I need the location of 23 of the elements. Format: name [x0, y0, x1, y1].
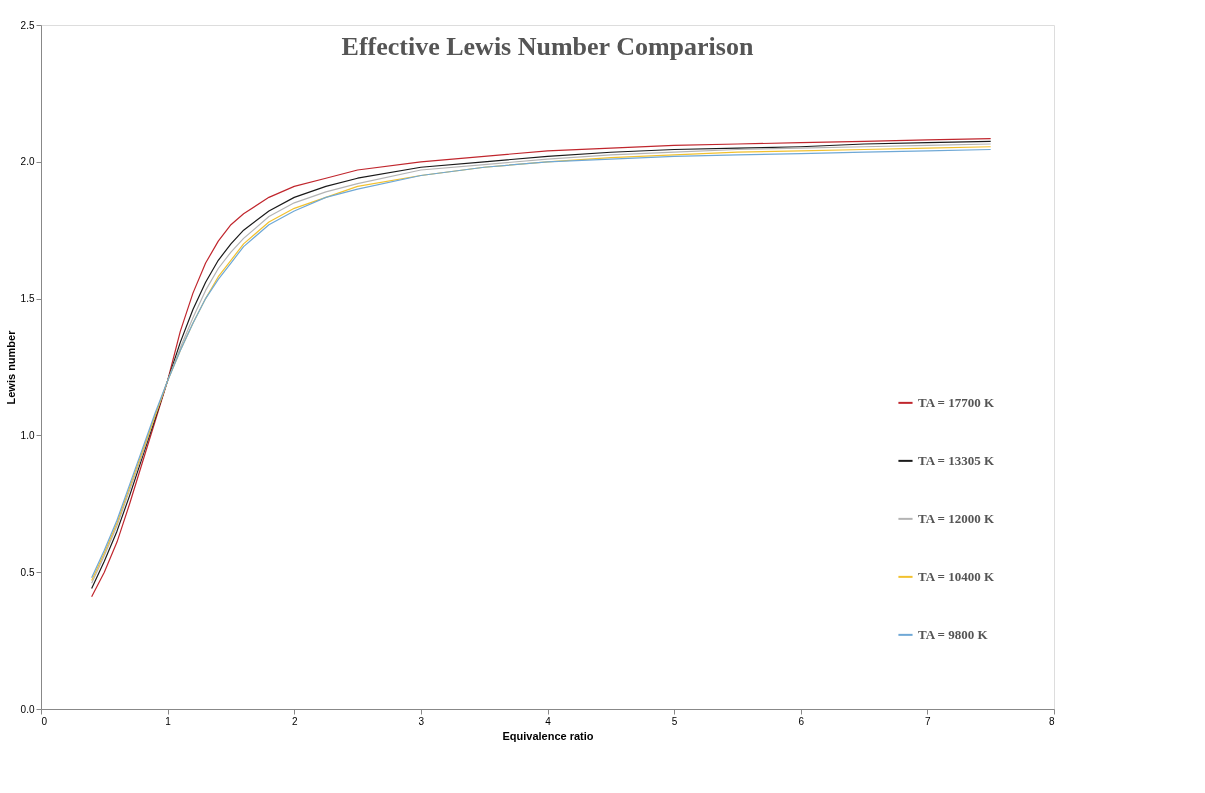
- x-tick-label: 4: [545, 715, 552, 727]
- legend-label: TA = 10400 K: [917, 568, 996, 584]
- x-tick-label: 3: [418, 715, 425, 727]
- legend-label: TA = 13305 K: [917, 452, 996, 468]
- x-tick-label: 5: [671, 715, 678, 727]
- x-tick-label: 0: [41, 715, 48, 727]
- y-tick-label: 1.5: [20, 293, 35, 305]
- x-tick-label: 8: [1048, 715, 1055, 727]
- x-tick-label: 1: [165, 715, 172, 727]
- y-axis-title: Lewis number: [4, 329, 17, 405]
- chart-title: Effective Lewis Number Comparison: [341, 32, 754, 61]
- x-axis-title: Equivalence ratio: [502, 729, 594, 742]
- x-tick-label: 2: [291, 715, 298, 727]
- legend-label: TA = 9800 K: [917, 626, 989, 642]
- y-tick-label: 0.0: [20, 703, 35, 715]
- y-tick-label: 1.0: [20, 429, 35, 441]
- y-tick-label: 2.0: [20, 156, 35, 168]
- y-tick-label: 2.5: [20, 19, 35, 31]
- x-tick-label: 6: [798, 715, 805, 727]
- legend-label: TA = 12000 K: [917, 510, 996, 526]
- x-tick-label: 7: [925, 715, 932, 727]
- legend-label: TA = 17700 K: [917, 394, 996, 410]
- y-tick-label: 0.5: [20, 566, 35, 578]
